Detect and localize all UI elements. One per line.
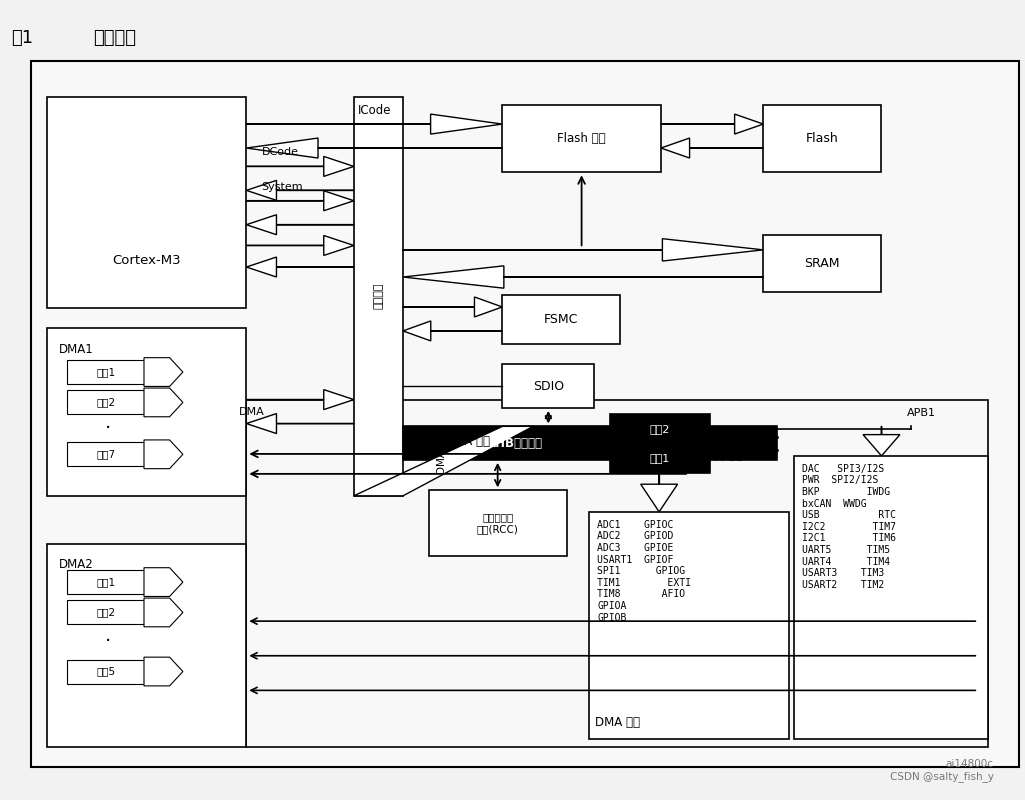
Bar [32,61,1019,767]
Polygon shape [144,598,182,627]
Text: CSDN @salty_fish_y: CSDN @salty_fish_y [890,771,993,782]
Text: 系统结构: 系统结构 [93,29,136,46]
Text: DMA: DMA [239,407,264,417]
Text: AHB系统总线: AHB系统总线 [487,437,543,450]
Text: SDIO: SDIO [533,379,564,393]
Polygon shape [144,440,182,469]
Polygon shape [144,388,182,417]
Text: SRAM: SRAM [805,257,839,270]
Text: ICode: ICode [358,104,392,117]
Text: 通道1: 通道1 [96,367,115,377]
Polygon shape [246,214,354,234]
Bar [47,328,246,496]
Polygon shape [246,114,502,134]
Text: DMA 请求: DMA 请求 [445,435,490,449]
Bar [403,426,777,460]
Bar [68,360,144,384]
Bar [354,97,403,496]
Text: DMA1: DMA1 [59,342,94,355]
Text: System: System [261,182,303,192]
Text: ·: · [105,419,112,438]
Bar [794,456,988,739]
Text: 复位和时钟
控制(RCC): 复位和时钟 控制(RCC) [477,512,519,534]
Polygon shape [246,414,354,434]
Text: 桥接1: 桥接1 [650,454,670,463]
Polygon shape [863,426,900,456]
Text: Flash: Flash [806,132,838,145]
Text: ·: · [105,633,112,651]
Polygon shape [144,568,182,597]
Text: APB1: APB1 [907,408,936,418]
Polygon shape [403,238,764,261]
Text: APB2: APB2 [715,454,744,463]
Text: DAC   SPI3/I2S
PWR  SPI2/I2S
BKP        IWDG
bxCAN  WWDG
USB          RTC
I2C2  : DAC SPI3/I2S PWR SPI2/I2S BKP IWDG bxCAN… [803,464,896,590]
Polygon shape [403,297,502,317]
Polygon shape [246,180,354,200]
Polygon shape [246,235,354,255]
Polygon shape [144,358,182,386]
Polygon shape [641,474,678,512]
Bar [610,443,710,474]
Text: ai14800c: ai14800c [946,759,993,769]
Polygon shape [246,190,354,210]
Polygon shape [246,157,354,176]
Text: DMA 请求: DMA 请求 [594,717,640,730]
Polygon shape [403,266,764,288]
Text: 通道7: 通道7 [96,450,115,459]
Polygon shape [661,138,764,158]
Bar [428,490,567,556]
Polygon shape [403,321,502,341]
Polygon shape [661,114,764,134]
Text: 总线矩阵: 总线矩阵 [373,283,383,310]
Bar [502,105,661,172]
Bar [610,414,710,444]
Bar [589,512,789,739]
Bar [47,544,246,747]
Text: ADC1    GPIOC
ADC2    GPIOD
ADC3    GPIOE
USART1  GPIOF
SPI1      GPIOG
TIM1    : ADC1 GPIOC ADC2 GPIOD ADC3 GPIOE USART1 … [598,520,692,622]
Text: Cortex-M3: Cortex-M3 [113,254,180,266]
Polygon shape [354,426,533,496]
Bar [68,659,144,683]
Text: 通道2: 通道2 [96,398,115,407]
Text: FSMC: FSMC [544,313,578,326]
Bar [764,105,882,172]
Bar [764,234,882,292]
Text: DMA: DMA [436,449,446,473]
Bar [68,390,144,414]
Bar [502,294,620,344]
Text: 通道2: 通道2 [96,607,115,618]
Bar [68,442,144,466]
Bar [47,97,246,308]
Polygon shape [246,257,354,277]
Bar [502,364,594,408]
Text: 桥接2: 桥接2 [650,424,670,434]
Bar [68,601,144,625]
Polygon shape [246,138,502,158]
Polygon shape [144,657,182,686]
Polygon shape [246,390,354,410]
Text: DMA2: DMA2 [59,558,94,571]
Text: 通道1: 通道1 [96,577,115,587]
Bar [246,400,988,747]
Text: 图1: 图1 [11,29,33,46]
Text: 通道5: 通道5 [96,666,115,677]
Text: Flash 接口: Flash 接口 [558,132,606,145]
Text: DCode: DCode [261,147,298,158]
Bar [68,570,144,594]
